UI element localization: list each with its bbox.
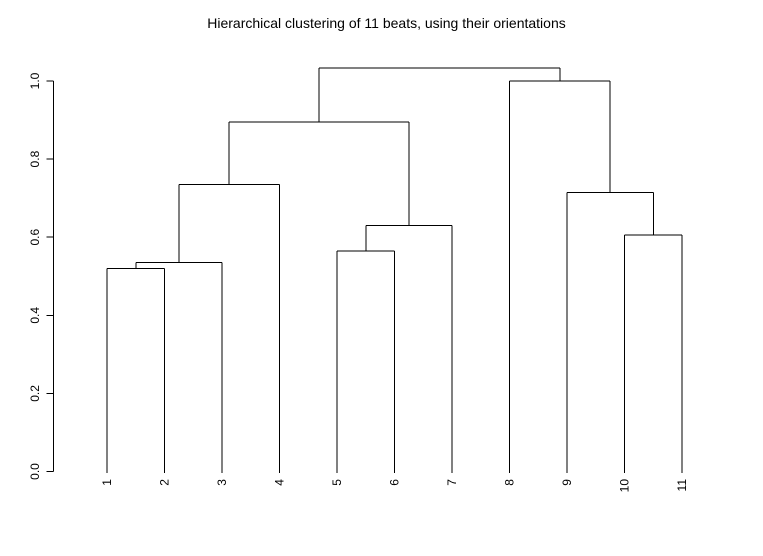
- leaf-labels: 1 2 3 4 5 6 7 8 9 10 11: [100, 479, 689, 493]
- leaf-label: 6: [388, 479, 402, 486]
- chart-title: Hierarchical clustering of 11 beats, usi…: [207, 15, 566, 31]
- leaf-label: 4: [273, 479, 287, 486]
- leaf-label: 1: [100, 479, 114, 486]
- y-axis-tick-label: 0.6: [28, 229, 42, 246]
- y-axis: 0.0 0.2 0.4 0.6 0.8 1.0: [28, 72, 54, 480]
- leaf-label: 3: [215, 479, 229, 486]
- dendrogram-links: [106, 67, 683, 473]
- leaf-label: 2: [158, 479, 172, 486]
- leaf-label: 9: [560, 479, 574, 486]
- y-axis-tick-label: 0.4: [28, 307, 42, 324]
- y-axis-tick-label: 0.2: [28, 385, 42, 402]
- y-axis-tick-label: 1.0: [28, 72, 42, 89]
- leaf-label: 7: [445, 479, 459, 486]
- y-axis-tick-label: 0.0: [28, 463, 42, 480]
- leaf-label: 10: [618, 479, 632, 493]
- leaf-label: 5: [330, 479, 344, 486]
- leaf-label: 11: [675, 479, 689, 492]
- leaf-label: 8: [503, 479, 517, 486]
- y-axis-tick-label: 0.8: [28, 150, 42, 167]
